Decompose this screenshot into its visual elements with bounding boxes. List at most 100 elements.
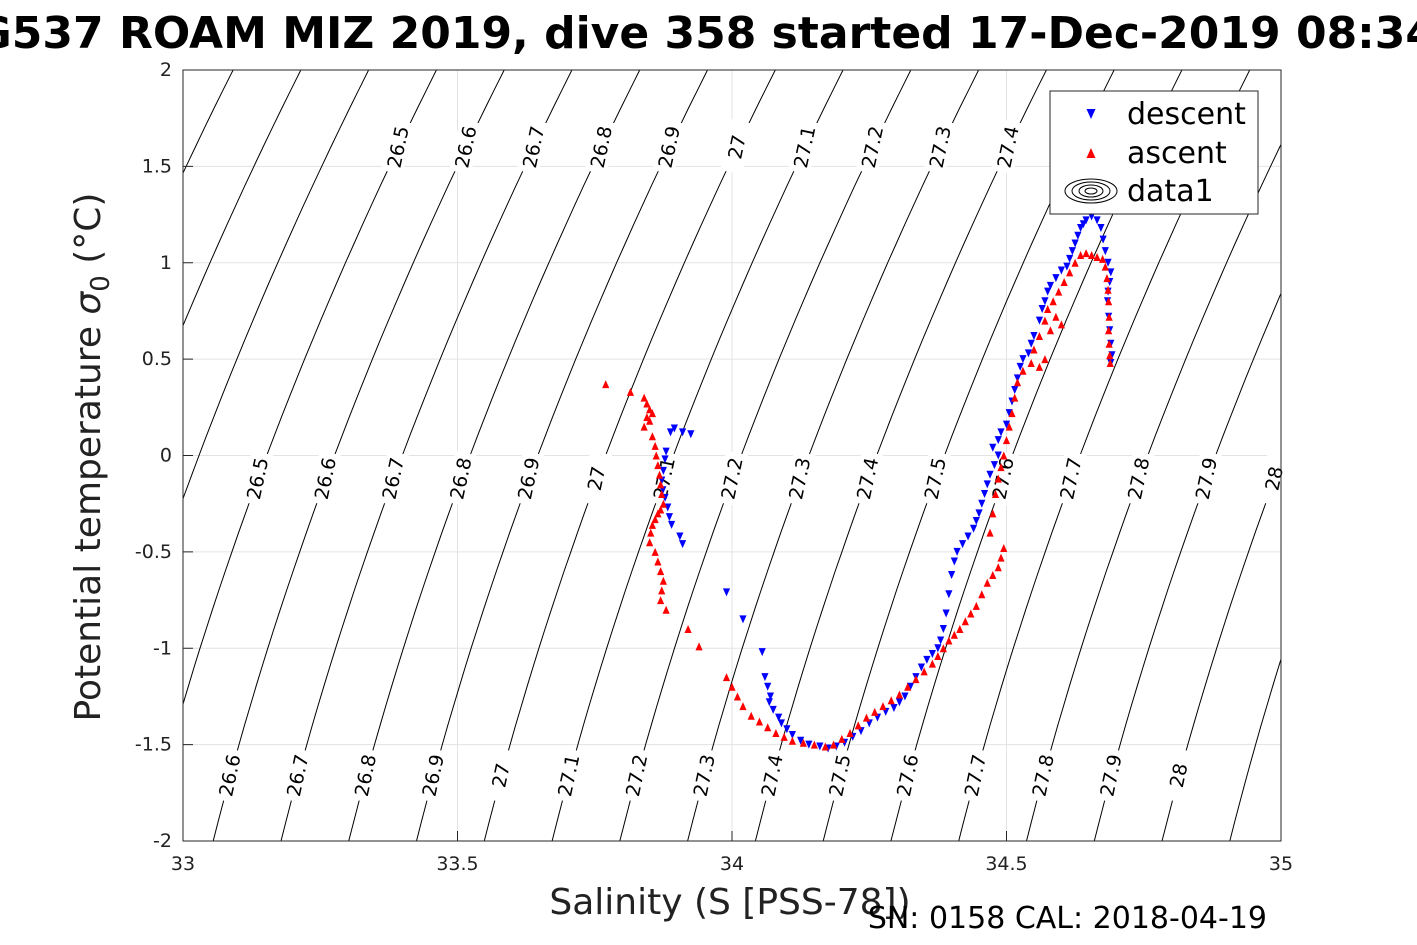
isopycnal-label-bg [1189,450,1223,507]
descent-point [939,624,947,633]
ascent-point [1013,378,1022,387]
descent-point [1071,239,1079,248]
ascent-point [934,651,942,660]
ascent-point [997,463,1005,472]
isopycnal-line [1229,657,1281,841]
ascent-point [1060,278,1068,287]
isopycnal-label-bg [755,747,788,804]
isopycnal-label-bg [240,450,274,507]
descent-point [994,436,1002,445]
isopycnal-label-bg [991,119,1024,175]
ascent-point [1027,358,1035,367]
ascent-point [1057,320,1065,329]
isopycnal-label-bg [788,119,821,175]
ascent-point [747,711,755,720]
descent-point [948,571,956,580]
x-tick-label: 33 [171,853,195,875]
isopycnal-label-bg [918,450,951,507]
isopycnal-label-bg [1094,747,1127,804]
ascent-point [659,576,667,585]
y-tick-label: -1.5 [135,734,172,756]
isopycnal-label-bg [1257,450,1290,507]
ascent-point [772,729,780,738]
ascent-point [662,605,670,614]
ascent-point [643,399,651,408]
ascent-point [648,520,656,529]
descent-point [901,692,909,701]
ascent-point [1000,544,1008,553]
y-tick-label: 1.5 [142,155,172,177]
descent-point [994,451,1002,460]
data-markers [602,212,1116,753]
isopycnal-line [1161,460,1281,841]
ascent-point [854,721,862,730]
isopycnal-label-bg [850,450,884,507]
descent-point [990,461,999,470]
ascent-point [1106,351,1114,360]
ascent-point [695,642,703,651]
ascent-point [997,553,1005,562]
ascent-point [1041,316,1049,325]
isopycnal-label: 27.3 [687,747,720,804]
descent-point [805,740,813,749]
isopycnal-line [183,70,370,501]
y-tick-label: -0.5 [135,541,172,563]
descent-point [895,698,904,707]
ascent-point [1055,287,1063,296]
ascent-point [651,441,659,450]
y-tick-label: 0.5 [142,348,172,370]
descent-point [1057,266,1065,275]
descent-point [1107,268,1115,277]
isopycnal-label-bg [579,450,613,507]
ascent-point [887,696,895,705]
legend-descent-symbol [1086,109,1096,119]
x-axis-ticks: 33 33.5 34 34.5 35 [171,831,1293,875]
descent-point [1038,305,1046,314]
ascent-point [989,571,997,580]
y-axis-label-subscript: 0 [86,275,116,292]
descent-point [722,588,731,597]
descent-point [661,455,669,464]
descent-point [816,742,824,751]
legend-ascent-label: ascent [1127,136,1227,171]
isopycnal-label-bg [652,119,685,175]
ascent-point [657,596,665,605]
descent-point [942,609,950,618]
ascent-point [939,644,947,653]
ascent-point [799,738,807,747]
descent-point [986,470,994,479]
ascent-point [684,624,692,633]
ascent-point [895,690,904,699]
ascent-point [1106,358,1114,367]
ascent-point [991,490,1000,499]
ascent-point [871,707,879,716]
ascent-point [1101,262,1109,271]
descent-point [1016,362,1024,371]
ascent-point [961,617,969,626]
isopycnal-label-bg [381,119,414,175]
descent-point [928,650,936,659]
isopycnal-label-bg [823,747,856,804]
ascent-point [1041,355,1049,364]
legend-contour-symbol [1071,181,1111,201]
isopycnal-label-bg [891,747,924,804]
descent-point [958,540,967,549]
ascent-point [920,667,928,676]
descent-point [788,730,796,739]
descent-point [978,499,986,508]
ascent-point [654,557,662,566]
isopycnal-label: 27 [484,747,517,804]
descent-point [969,524,978,533]
descent-point [1024,349,1033,358]
ascent-point [733,692,742,701]
descent-point [1063,262,1071,271]
isopycnal-line [183,70,302,327]
descent-point [997,428,1005,437]
ascent-point [1044,305,1052,314]
ascent-point [1002,436,1011,445]
x-tick-label: 35 [1269,853,1293,875]
descent-point [761,673,769,682]
descent-point [1104,258,1112,267]
descent-point [783,725,791,734]
descent-point [764,682,772,691]
